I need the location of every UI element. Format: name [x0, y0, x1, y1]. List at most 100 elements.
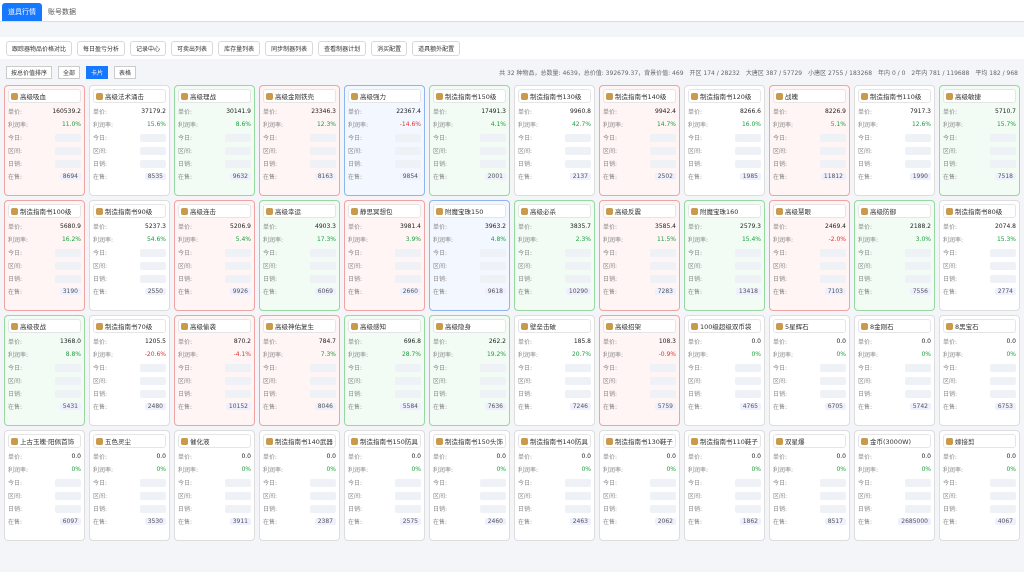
field-label: 单价: [93, 454, 108, 461]
view-toggle[interactable]: 表格 [114, 65, 137, 79]
field-label: 区间: [688, 263, 703, 270]
item-card[interactable]: 制造指南书140防具 单价: 0.0 利润率: 0% 今日: 区间: 日销: 在售: 2463 [514, 430, 595, 541]
card-header: 高级隐身 [433, 319, 506, 333]
item-card[interactable]: 高级理战 单价: 30141.9 利润率: 8.6% 今日: 区间: 日销: 在售: 9632 [174, 85, 255, 196]
toolbar-button[interactable]: 同步制器列表 [265, 40, 314, 56]
card-row: 在售: 7518 [943, 172, 1016, 181]
toolbar-button[interactable]: 可卖出列表 [171, 40, 214, 56]
item-card[interactable]: 制造指南书130级 单价: 9960.8 利润率: 42.7% 今日: 区间: 日销: 在售: 2… [514, 85, 595, 196]
card-row: 日销: [773, 159, 846, 168]
item-card[interactable]: 制造指南书150头饰 单价: 0.0 利润率: 0% 今日: 区间: 日销: 在售: 2460 [429, 430, 510, 541]
field-label: 在售: [263, 289, 278, 296]
item-card[interactable]: 高级慧眼 单价: 2469.4 利润率: -2.0% 今日: 区间: 日销: 在售: 7103 [769, 200, 850, 311]
item-card[interactable]: 高级感知 单价: 696.8 利润率: 28.7% 今日: 区间: 日销: 在售: 5584 [344, 315, 425, 426]
field-placeholder [55, 491, 81, 500]
card-header: 制造指南书100级 [8, 204, 81, 218]
item-card[interactable]: 双星爆 单价: 0.0 利润率: 0% 今日: 区间: 日销: 在售: 8517 [769, 430, 850, 541]
toolbar-button[interactable]: 查看制器计划 [318, 40, 367, 56]
item-card[interactable]: 制造指南书100级 单价: 5680.9 利润率: 16.2% 今日: 区间: 日销: 在售: 3… [4, 200, 85, 311]
card-row: 单价: 0.0 [518, 452, 591, 461]
item-card[interactable]: 金币(3000W) 单价: 0.0 利润率: 0% 今日: 区间: 日销: 在售: 2685000 [854, 430, 935, 541]
item-card[interactable]: 高级神佑复生 单价: 784.7 利润率: 7.3% 今日: 区间: 日销: 在售: 8046 [259, 315, 340, 426]
item-card[interactable]: 五色灵尘 单价: 0.0 利润率: 0% 今日: 区间: 日销: 在售: 3530 [89, 430, 170, 541]
field-placeholder [395, 274, 421, 283]
item-card[interactable]: 高级偷袭 单价: 870.2 利润率: -4.1% 今日: 区间: 日销: 在售: 10152 [174, 315, 255, 426]
item-card[interactable]: 5星辉石 单价: 0.0 利润率: 0% 今日: 区间: 日销: 在售: 6705 [769, 315, 850, 426]
item-card[interactable]: 嫁接剪 单价: 0.0 利润率: 0% 今日: 区间: 日销: 在售: 4067 [939, 430, 1020, 541]
field-value: 54.6% [146, 236, 166, 243]
item-card[interactable]: 附魔宝珠150 单价: 3963.2 利润率: 4.8% 今日: 区间: 日销: 在售: 9618 [429, 200, 510, 311]
field-label: 单价: [773, 109, 788, 116]
item-card[interactable]: 制造指南书80级 单价: 2074.8 利润率: 15.3% 今日: 区间: 日销: 在售: 27… [939, 200, 1020, 311]
item-card[interactable]: 高级金刚铁壳 单价: 23346.3 利润率: 12.3% 今日: 区间: 日销: 在售: 816… [259, 85, 340, 196]
item-card[interactable]: 高级招架 单价: 108.3 利润率: -0.9% 今日: 区间: 日销: 在售: 5759 [599, 315, 680, 426]
scope-select[interactable]: 全部 [58, 65, 81, 79]
field-value: 3.9% [405, 236, 421, 243]
item-card[interactable]: 高级防御 单价: 2188.2 利润率: 3.0% 今日: 区间: 日销: 在售: 7556 [854, 200, 935, 311]
stat: 2年内 781 / 119688 [911, 69, 970, 77]
field-label: 在售: [518, 174, 533, 181]
item-card[interactable]: 静思冥想包 单价: 3981.4 利润率: 3.9% 今日: 区间: 日销: 在售: 2660 [344, 200, 425, 311]
field-label: 日销: [688, 161, 703, 168]
item-card[interactable]: 高级法术涌击 单价: 37179.2 利润率: 15.6% 今日: 区间: 日销: 在售: 853… [89, 85, 170, 196]
item-name: 双星爆 [785, 438, 805, 446]
toolbar-button[interactable]: 库存量列表 [218, 40, 261, 56]
item-card[interactable]: 附魔宝珠160 单价: 2579.3 利润率: 15.4% 今日: 区间: 日销: 在售: 134… [684, 200, 765, 311]
field-value: 2062 [654, 518, 676, 525]
item-card[interactable]: 高级夜战 单价: 1368.0 利润率: 8.8% 今日: 区间: 日销: 在售: 5431 [4, 315, 85, 426]
field-label: 单价: [433, 109, 448, 116]
item-name: 静思冥想包 [360, 208, 393, 216]
item-card[interactable]: 制造指南书120级 单价: 8266.6 利润率: 16.0% 今日: 区间: 日销: 在售: 1… [684, 85, 765, 196]
toolbar-button[interactable]: 道具额外配置 [412, 40, 461, 56]
item-card[interactable]: 制造指南书130鞋子 单价: 0.0 利润率: 0% 今日: 区间: 日销: 在售: 2062 [599, 430, 680, 541]
field-value: 42.7% [571, 121, 591, 128]
field-label: 单价: [263, 454, 278, 461]
item-card[interactable]: 高级必杀 单价: 3835.7 利润率: 2.3% 今日: 区间: 日销: 在售: 10290 [514, 200, 595, 311]
field-value: 5.1% [830, 121, 846, 128]
card-row: 单价: 9942.4 [603, 107, 676, 116]
item-card[interactable]: 催化液 单价: 0.0 利润率: 0% 今日: 区间: 日销: 在售: 3911 [174, 430, 255, 541]
field-value: 2188.2 [910, 223, 931, 230]
item-card[interactable]: 战魄 单价: 8226.9 利润率: 5.1% 今日: 区间: 日销: 在售: 11812 [769, 85, 850, 196]
item-card[interactable]: 高级吸血 单价: 160539.2 利润率: 11.0% 今日: 区间: 日销: 在售: 8694 [4, 85, 85, 196]
toolbar-button[interactable]: 消买配置 [371, 40, 408, 56]
tab[interactable]: 道具行情 [2, 3, 42, 21]
item-icon [266, 92, 273, 100]
item-name: 高级幸运 [275, 208, 301, 216]
field-placeholder [140, 133, 166, 142]
item-card[interactable]: 8黑宝石 单价: 0.0 利润率: 0% 今日: 区间: 日销: 在售: 6753 [939, 315, 1020, 426]
view-toggle[interactable]: 卡片 [86, 65, 109, 79]
item-card[interactable]: 制造指南书70级 单价: 1205.5 利润率: -20.6% 今日: 区间: 日销: 在售: 2… [89, 315, 170, 426]
item-card[interactable]: 8金刚石 单价: 0.0 利润率: 0% 今日: 区间: 日销: 在售: 5742 [854, 315, 935, 426]
sort-select[interactable]: 按总价值排序 [6, 65, 53, 79]
field-value: -2.0% [828, 236, 846, 243]
item-card[interactable]: 高级连击 单价: 5206.9 利润率: 5.4% 今日: 区间: 日销: 在售: 9926 [174, 200, 255, 311]
item-card[interactable]: 制造指南书90级 单价: 5237.3 利润率: 54.6% 今日: 区间: 日销: 在售: 25… [89, 200, 170, 311]
item-card[interactable]: 壁垒击破 单价: 185.8 利润率: 20.7% 今日: 区间: 日销: 在售: 7246 [514, 315, 595, 426]
item-card[interactable]: 高级敏捷 单价: 5710.7 利润率: 15.7% 今日: 区间: 日销: 在售: 7518 [939, 85, 1020, 196]
item-card[interactable]: 制造指南书140级 单价: 9942.4 利润率: 14.7% 今日: 区间: 日销: 在售: 2… [599, 85, 680, 196]
tab[interactable]: 账号数据 [48, 8, 76, 16]
toolbar-button[interactable]: 跟踪器物品价格对比 [6, 40, 73, 56]
item-card[interactable]: 高级隐身 单价: 262.2 利润率: 19.2% 今日: 区间: 日销: 在售: 7636 [429, 315, 510, 426]
card-row: 利润率: 12.6% [858, 120, 931, 129]
item-name: 100级超级双币袋 [700, 323, 752, 331]
field-value: 8.6% [235, 121, 251, 128]
card-row: 区间: [8, 261, 81, 270]
field-placeholder [650, 389, 676, 398]
item-card[interactable]: 制造指南书150级 单价: 17491.3 利润率: 4.1% 今日: 区间: 日销: 在售: 2… [429, 85, 510, 196]
item-card[interactable]: 制造指南书150防具 单价: 0.0 利润率: 0% 今日: 区间: 日销: 在售: 2575 [344, 430, 425, 541]
item-card[interactable]: 高级强力 单价: 22367.4 利润率: -14.6% 今日: 区间: 日销: 在售: 9854 [344, 85, 425, 196]
item-card[interactable]: 制造指南书110级 单价: 7917.3 利润率: 12.6% 今日: 区间: 日销: 在售: 1… [854, 85, 935, 196]
item-card[interactable]: 100级超级双币袋 单价: 0.0 利润率: 0% 今日: 区间: 日销: 在售: 4765 [684, 315, 765, 426]
item-card[interactable]: 制造指南书110鞋子 单价: 0.0 利润率: 0% 今日: 区间: 日销: 在售: 1862 [684, 430, 765, 541]
card-row: 日销: [603, 159, 676, 168]
card-row: 利润率: 20.7% [518, 350, 591, 359]
item-card[interactable]: 制造指南书140武器 单价: 0.0 利润率: 0% 今日: 区间: 日销: 在售: 2387 [259, 430, 340, 541]
item-card[interactable]: 上古玉魄·阳佩首饰 单价: 0.0 利润率: 0% 今日: 区间: 日销: 在售: 6097 [4, 430, 85, 541]
item-card[interactable]: 高级幸运 单价: 4903.3 利润率: 17.3% 今日: 区间: 日销: 在售: 6069 [259, 200, 340, 311]
item-card[interactable]: 高级反震 单价: 3585.4 利润率: 11.5% 今日: 区间: 日销: 在售: 7283 [599, 200, 680, 311]
toolbar-button[interactable]: 记录中心 [130, 40, 167, 56]
card-row: 在售: 10152 [178, 402, 251, 411]
toolbar-button[interactable]: 每日盈亏分析 [77, 40, 126, 56]
